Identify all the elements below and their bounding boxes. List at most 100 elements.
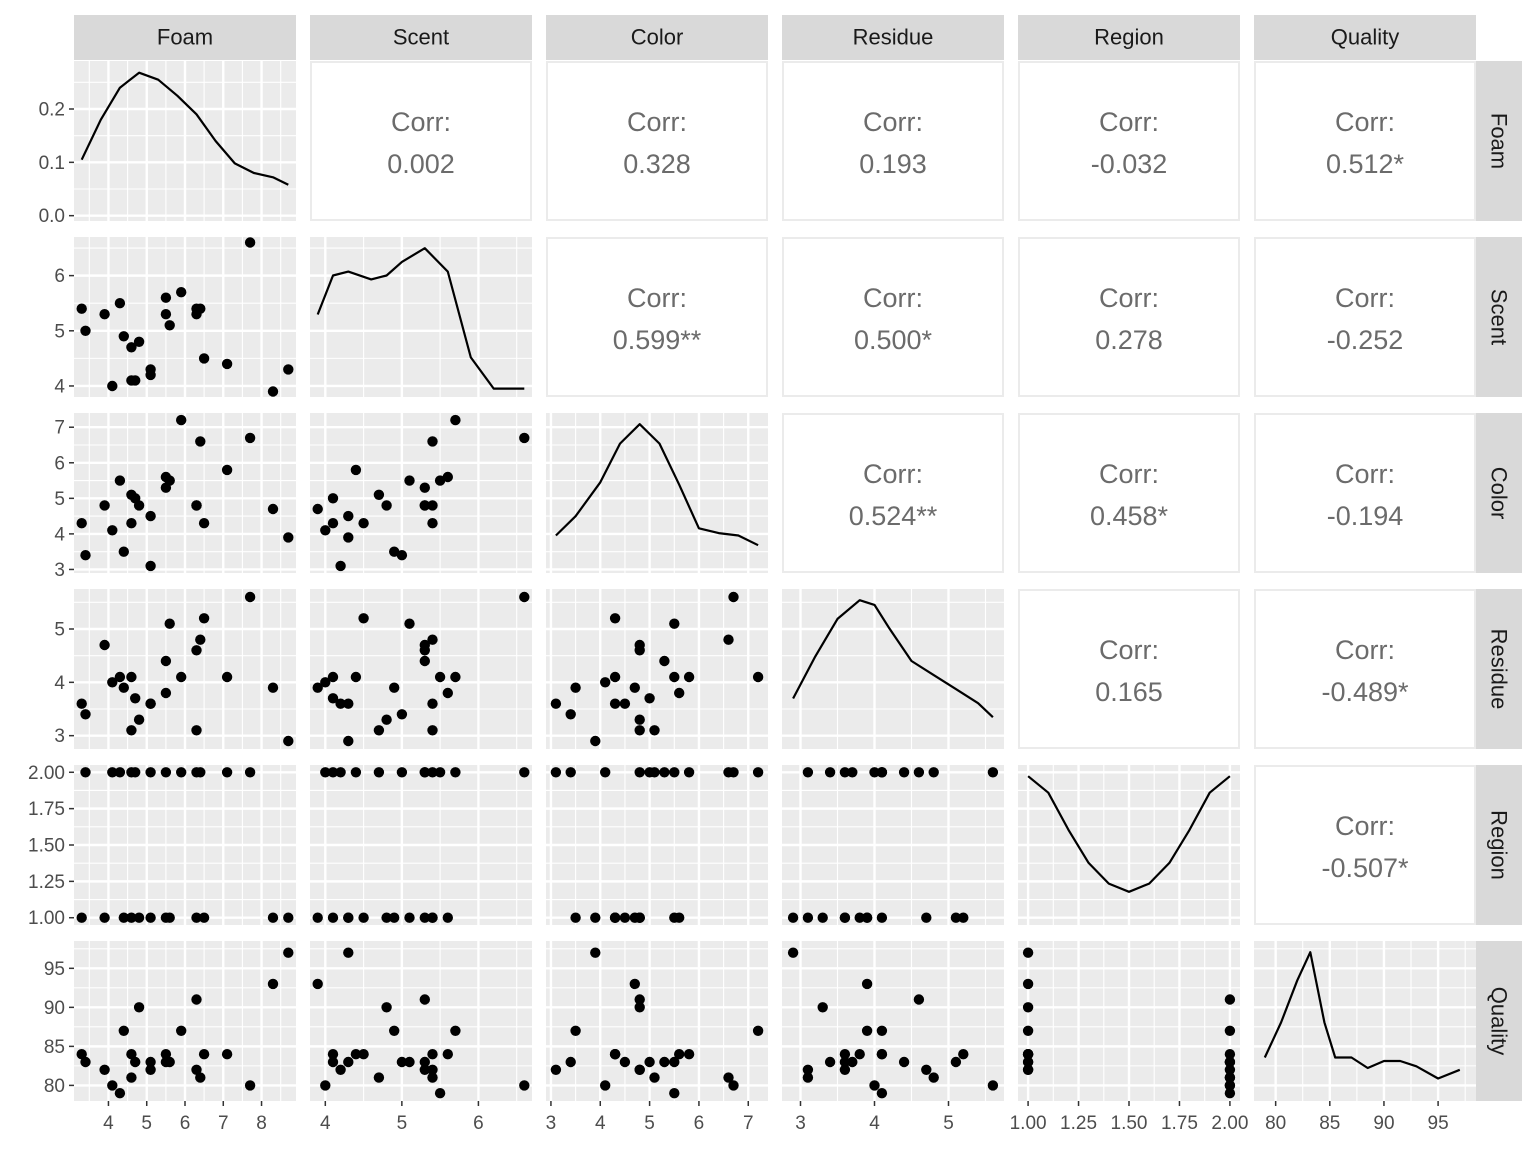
point-quality-foam-14 <box>164 1056 175 1068</box>
point-residue-scent-22 <box>312 682 323 693</box>
corr-panel-bg <box>1018 589 1240 749</box>
panel-scent-residue: Corr: 0.500* <box>782 237 1004 397</box>
point-residue-foam-5 <box>118 682 129 693</box>
panel-residue-color <box>546 589 768 749</box>
corr-panel-bg <box>782 237 1004 397</box>
corr-value-scent-region: 0.278 <box>1095 325 1163 355</box>
x-tick-label-quality: 85 <box>1319 1113 1340 1134</box>
y-tick-label-residue: 4 <box>54 673 65 694</box>
x-tick-label-residue: 5 <box>943 1113 954 1134</box>
y-tick-label-color: 3 <box>54 560 65 581</box>
x-tick-label-foam: 7 <box>218 1113 229 1134</box>
point-region-color-16 <box>634 767 645 778</box>
point-residue-color-7 <box>609 671 621 683</box>
point-region-residue-23 <box>787 912 799 923</box>
top-strip-label-color: Color <box>631 25 684 50</box>
point-region-color-10 <box>619 912 631 923</box>
corr-label: Corr: <box>1099 107 1159 137</box>
point-residue-color-12 <box>674 687 685 699</box>
point-region-scent-15 <box>450 767 461 778</box>
point-color-foam-17 <box>191 500 202 511</box>
point-quality-scent-18 <box>427 1072 438 1083</box>
x-tick-label-color: 5 <box>644 1113 655 1134</box>
top-strip-bg-residue <box>782 15 1004 60</box>
top-strip-scent: Scent <box>310 15 532 60</box>
point-quality-residue-23 <box>787 947 799 958</box>
point-quality-color-13 <box>659 1056 670 1068</box>
point-region-color-15 <box>752 767 764 778</box>
point-quality-scent-8 <box>327 1056 339 1068</box>
panel-residue-region: Corr: 0.165 <box>1018 589 1240 749</box>
point-residue-scent-19 <box>358 613 369 624</box>
x-tick-label-foam: 6 <box>180 1113 191 1134</box>
point-region-foam-15 <box>176 767 187 778</box>
point-residue-color-4 <box>669 671 680 683</box>
y-tick-label-scent: 5 <box>54 321 65 342</box>
point-residue-color-13 <box>659 655 670 667</box>
point-quality-residue-0 <box>839 1049 851 1060</box>
point-region-color-23 <box>590 912 601 923</box>
point-region-scent-17 <box>427 912 438 923</box>
point-color-foam-23 <box>283 532 294 543</box>
corr-panel-bg <box>1254 589 1476 749</box>
panel-quality-scent <box>310 941 532 1101</box>
point-region-scent-11 <box>335 767 346 778</box>
point-quality-region-13 <box>1224 1056 1236 1068</box>
point-quality-color-11 <box>550 1064 562 1076</box>
point-residue-scent-18 <box>427 634 438 645</box>
point-quality-foam-5 <box>118 1025 129 1037</box>
point-region-residue-20 <box>876 767 888 778</box>
point-quality-color-20 <box>683 1049 695 1060</box>
y-tick-label-quality: 85 <box>44 1037 65 1058</box>
point-region-scent-6 <box>373 767 385 778</box>
point-scent-foam-18 <box>195 303 206 314</box>
point-scent-foam-12 <box>160 292 172 303</box>
point-quality-foam-8 <box>130 1056 141 1068</box>
right-strip-label-foam: Foam <box>1487 113 1512 169</box>
point-region-residue-12 <box>854 912 865 923</box>
point-quality-residue-4 <box>876 1088 888 1099</box>
point-region-scent-3 <box>320 767 331 778</box>
point-region-scent-8 <box>327 767 339 778</box>
point-quality-residue-14 <box>950 1056 962 1068</box>
point-quality-color-17 <box>634 1064 645 1076</box>
point-quality-residue-9 <box>817 1002 828 1013</box>
x-axis-region: 1.00 1.25 1.50 1.75 2.00 <box>1010 1101 1248 1134</box>
point-quality-scent-5 <box>389 1025 400 1037</box>
point-region-foam-1 <box>80 767 91 778</box>
point-region-foam-3 <box>107 767 118 778</box>
y-tick-label-quality: 80 <box>44 1076 65 1097</box>
point-residue-foam-7 <box>126 671 137 683</box>
point-region-color-4 <box>669 767 680 778</box>
point-residue-scent-10 <box>343 698 354 709</box>
point-quality-residue-10 <box>839 1056 851 1068</box>
corr-value-region-quality: -0.507* <box>1321 853 1409 883</box>
point-region-residue-6 <box>802 767 814 778</box>
x-tick-label-region: 1.25 <box>1060 1113 1097 1134</box>
right-strip-label-region: Region <box>1487 810 1512 880</box>
corr-value-residue-quality: -0.489* <box>1321 677 1409 707</box>
top-strip-quality: Quality <box>1254 15 1476 60</box>
point-color-foam-7 <box>126 518 137 529</box>
point-region-residue-16 <box>913 767 925 778</box>
point-region-foam-4 <box>114 767 126 778</box>
corr-panel-bg <box>1254 413 1476 573</box>
corr-label: Corr: <box>627 107 687 137</box>
point-residue-scent-0 <box>427 698 438 709</box>
point-quality-foam-3 <box>107 1080 118 1091</box>
density-panel-bg <box>546 413 768 573</box>
point-quality-region-23 <box>1022 947 1034 958</box>
point-residue-scent-13 <box>419 655 430 667</box>
point-region-foam-7 <box>126 912 137 923</box>
point-region-residue-11 <box>839 767 851 778</box>
corr-value-scent-color: 0.599** <box>613 325 702 355</box>
point-residue-color-15 <box>752 671 764 683</box>
corr-label: Corr: <box>1335 107 1395 137</box>
y-tick-label-residue: 3 <box>54 726 65 747</box>
x-tick-label-foam: 4 <box>103 1113 114 1134</box>
panel-scent-foam <box>74 237 296 397</box>
point-quality-residue-17 <box>802 1064 814 1076</box>
right-strip-bg-residue <box>1476 589 1522 749</box>
panel-foam-scent: Corr: 0.002 <box>310 61 532 221</box>
point-color-foam-2 <box>99 500 110 511</box>
